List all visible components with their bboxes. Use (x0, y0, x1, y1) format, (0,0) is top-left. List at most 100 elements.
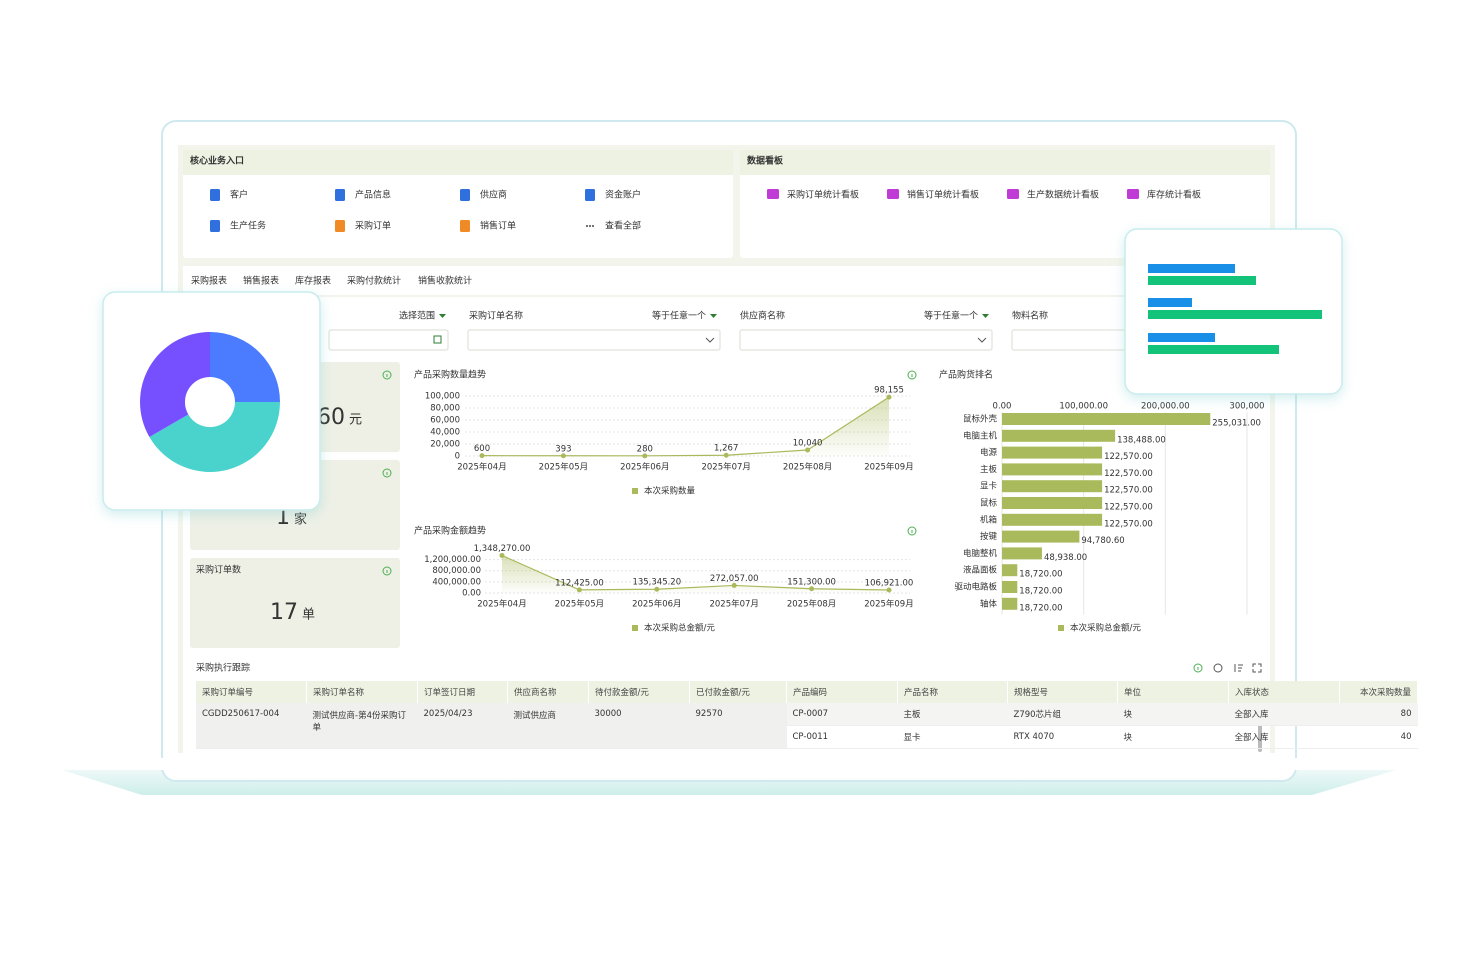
y-tick-label: 电脑主机 (963, 430, 998, 441)
select-caret (977, 337, 987, 343)
entry-icon (460, 189, 470, 201)
y-tick-label: 轴体 (980, 598, 998, 609)
value-label: 135,345.20 (632, 578, 681, 588)
dashboard-link[interactable]: 采购订单统计看板 (787, 189, 859, 201)
donut-slice (149, 402, 280, 472)
filter-label: 供应商名称 (740, 310, 785, 322)
tab[interactable]: 销售收款统计 (418, 275, 472, 287)
tab[interactable]: 采购付款统计 (347, 275, 401, 287)
value-label: 10,040 (793, 438, 823, 448)
table-row: CGDD250617-004 测试供应商-第4份采购订单 2025/04/23 测试供… (196, 703, 1418, 749)
entry-icon (335, 220, 345, 232)
sort-icon[interactable] (1234, 664, 1243, 672)
item-cell: 主板 (897, 703, 1008, 726)
point (731, 582, 737, 588)
x-tick-label: 2025年06月 (632, 599, 681, 610)
point (479, 453, 485, 459)
value-label: 18,720.00 (1019, 587, 1062, 597)
bar (1002, 413, 1211, 425)
info-icon (907, 370, 917, 380)
point (886, 587, 892, 593)
value-label: 122,570.00 (1104, 452, 1153, 462)
bar (1002, 530, 1080, 543)
column-header: 本次采购数量 (1339, 681, 1418, 703)
x-tick-label: 100,000.00 (1059, 402, 1108, 412)
filter-input[interactable] (1011, 329, 1136, 351)
y-tick-label: 按键 (980, 531, 998, 542)
dashboard-link[interactable]: 销售订单统计看板 (907, 189, 979, 201)
order-cell: 测试供应商-第4份采购订单 (306, 703, 418, 749)
column-header: 入库状态 (1228, 681, 1340, 703)
dashboard-link[interactable]: 库存统计看板 (1147, 189, 1201, 201)
value-label: 112,425.00 (555, 578, 604, 588)
filter-input[interactable] (328, 329, 449, 351)
entry-link[interactable]: 产品信息 (355, 189, 391, 201)
point (809, 586, 815, 592)
value-label: 600 (474, 444, 490, 454)
y-tick-label: 20,000 (430, 440, 460, 450)
y-tick-label: 液晶面板 (963, 565, 998, 576)
chart-title: 产品采购金额趋势 (414, 525, 486, 537)
value-label: 272,057.00 (710, 574, 759, 584)
tab[interactable]: 销售报表 (243, 275, 279, 287)
entry-link[interactable]: 采购订单 (355, 220, 391, 232)
legend-swatch (1058, 625, 1064, 631)
column-header: 产品编码 (786, 681, 898, 703)
panel-title: 数据看板 (747, 155, 784, 167)
refresh-icon[interactable] (1213, 663, 1223, 673)
filter-input[interactable] (467, 329, 721, 351)
kpi-card (190, 558, 400, 648)
fullscreen-icon[interactable] (1252, 663, 1262, 673)
bar (1002, 446, 1103, 459)
entry-link[interactable]: 客户 (230, 189, 248, 201)
info-icon (1193, 663, 1203, 673)
entry-link[interactable]: 销售订单 (480, 220, 516, 232)
entry-icon (591, 224, 595, 228)
area (502, 555, 889, 593)
tab[interactable]: 采购报表 (191, 275, 227, 287)
column-header: 规格型号 (1007, 681, 1118, 703)
value-label: 122,570.00 (1104, 503, 1153, 513)
y-tick-label: 驱动电路板 (954, 582, 997, 593)
entry-link[interactable]: 生产任务 (230, 220, 266, 232)
y-tick-label: 鼠标 (980, 498, 998, 509)
line (481, 396, 890, 457)
entry-link[interactable]: 供应商 (480, 189, 507, 201)
dashboard-link[interactable]: 生产数据统计看板 (1027, 189, 1099, 201)
entry-link[interactable]: 资金账户 (605, 189, 641, 201)
bar (1002, 463, 1103, 476)
filter-mode[interactable]: 选择范围 (399, 310, 435, 322)
column-header: 采购订单编号 (196, 681, 307, 703)
y-tick-label: 主板 (980, 464, 998, 475)
value-label: 280 (637, 444, 653, 454)
value-label: 138,488.00 (1117, 435, 1166, 445)
filter-mode[interactable]: 等于任意一个 (924, 310, 978, 322)
order-cell: CGDD250617-004 (196, 703, 307, 749)
value-label: 393 (555, 444, 571, 454)
order-cell: 2025/04/23 (417, 703, 508, 749)
item-cell: CP-0007 (786, 703, 898, 726)
column-header: 产品名称 (897, 681, 1008, 703)
kpi-value: 17 (270, 600, 298, 625)
value-label: 1,267 (714, 444, 738, 454)
item-cell: CP-0011 (786, 725, 898, 749)
bar (1002, 597, 1018, 610)
dashboard-header (740, 150, 1270, 175)
value-label: 94,780.60 (1081, 536, 1124, 546)
filter-mode[interactable]: 等于任意一个 (652, 310, 706, 322)
column-header: 供应商名称 (507, 681, 589, 703)
x-tick-label: 2025年09月 (864, 599, 913, 610)
value-label: 18,720.00 (1019, 603, 1062, 613)
date-icon (433, 335, 442, 344)
filter-input[interactable] (739, 329, 993, 351)
value-label: 1,348,270.00 (474, 544, 531, 554)
tab[interactable]: 库存报表 (295, 275, 331, 287)
entry-link[interactable]: 查看全部 (605, 220, 641, 232)
x-tick-label: 300,000 (1229, 402, 1264, 412)
x-tick-label: 2025年08月 (787, 599, 836, 610)
point (654, 586, 660, 592)
y-tick-label: 电源 (980, 447, 998, 458)
column-header: 订单签订日期 (417, 681, 508, 703)
